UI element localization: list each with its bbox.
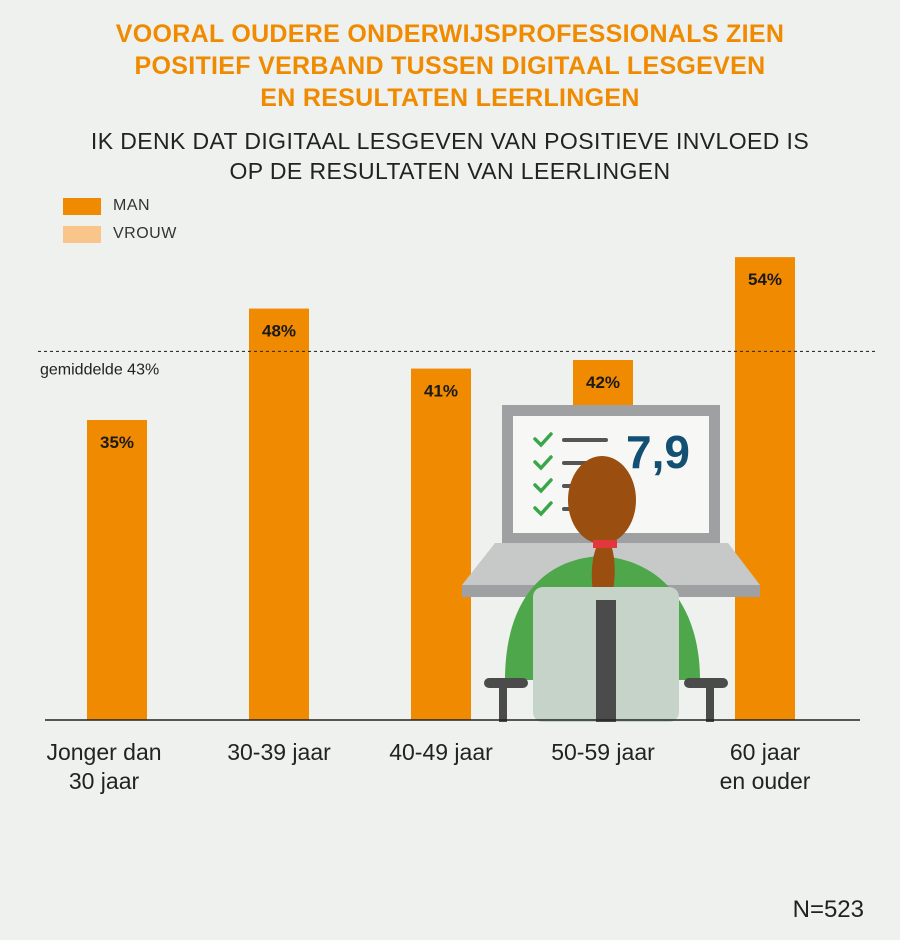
bar-2 bbox=[411, 368, 471, 720]
chart-subtitle: IK DENK DAT DIGITAAL LESGEVEN VAN POSITI… bbox=[0, 126, 900, 186]
chair-arm-right bbox=[684, 678, 728, 688]
chair-arm-left bbox=[484, 678, 528, 688]
legend-label-vrouw: VROUW bbox=[113, 225, 177, 242]
bar-value-label-2: 41% bbox=[424, 382, 458, 401]
bar-value-label-1: 48% bbox=[262, 322, 296, 341]
chart-title: VOORAL OUDERE ONDERWIJSPROFESSIONALS ZIE… bbox=[0, 18, 900, 114]
chair-post bbox=[596, 600, 616, 722]
legend-swatch-man bbox=[63, 197, 101, 215]
legend-item-vrouw: VROUW bbox=[63, 220, 177, 248]
bar-0 bbox=[87, 420, 147, 720]
sample-size-note: N=523 bbox=[792, 896, 864, 923]
legend-item-man: MAN bbox=[63, 192, 177, 220]
subtitle-line-2: OP DE RESULTATEN VAN LEERLINGEN bbox=[229, 158, 671, 184]
hair-tie bbox=[593, 540, 617, 548]
x-tick-label-3: 50-59 jaar bbox=[513, 738, 693, 767]
x-tick-label-4: 60 jaar en ouder bbox=[675, 738, 855, 796]
average-reference-label: gemiddelde 43% bbox=[40, 361, 159, 378]
person-head bbox=[568, 456, 636, 544]
checkmark-icon bbox=[533, 432, 553, 517]
bar-value-label-4: 54% bbox=[748, 270, 782, 289]
x-tick-label-1: 30-39 jaar bbox=[189, 738, 369, 767]
bar-value-label-0: 35% bbox=[100, 433, 134, 452]
bar-1 bbox=[249, 308, 309, 720]
bar-value-label-3: 42% bbox=[586, 373, 620, 392]
chair-arm-support-right bbox=[706, 688, 714, 722]
subtitle-line-1: IK DENK DAT DIGITAAL LESGEVEN VAN POSITI… bbox=[90, 128, 810, 154]
title-line-3: EN RESULTATEN LEERLINGEN bbox=[260, 84, 640, 112]
x-tick-label-line: 60 jaar bbox=[729, 739, 801, 765]
bar-4 bbox=[735, 257, 795, 720]
x-tick-label-2: 40-49 jaar bbox=[351, 738, 531, 767]
x-tick-label-line: 30 jaar bbox=[68, 768, 140, 794]
legend-label-man: MAN bbox=[113, 197, 151, 214]
x-tick-label-line: 30-39 jaar bbox=[227, 739, 331, 765]
legend-swatch-vrouw bbox=[63, 225, 101, 243]
legend: MAN VROUW bbox=[63, 192, 177, 248]
chair-arm-support-left bbox=[499, 688, 507, 722]
x-tick-label-line: 40-49 jaar bbox=[389, 739, 493, 765]
x-tick-label-line: en ouder bbox=[719, 768, 811, 794]
title-line-1: VOORAL OUDERE ONDERWIJSPROFESSIONALS ZIE… bbox=[115, 20, 785, 48]
x-tick-label-line: 50-59 jaar bbox=[551, 739, 655, 765]
x-tick-label-0: Jonger dan 30 jaar bbox=[14, 738, 194, 796]
screen-score: 7,9 bbox=[626, 426, 690, 478]
title-line-2: POSITIEF VERBAND TUSSEN DIGITAAL LESGEVE… bbox=[134, 52, 766, 80]
x-tick-label-line: Jonger dan bbox=[46, 739, 162, 765]
teacher-laptop-illustration: 7,9 bbox=[462, 405, 760, 722]
